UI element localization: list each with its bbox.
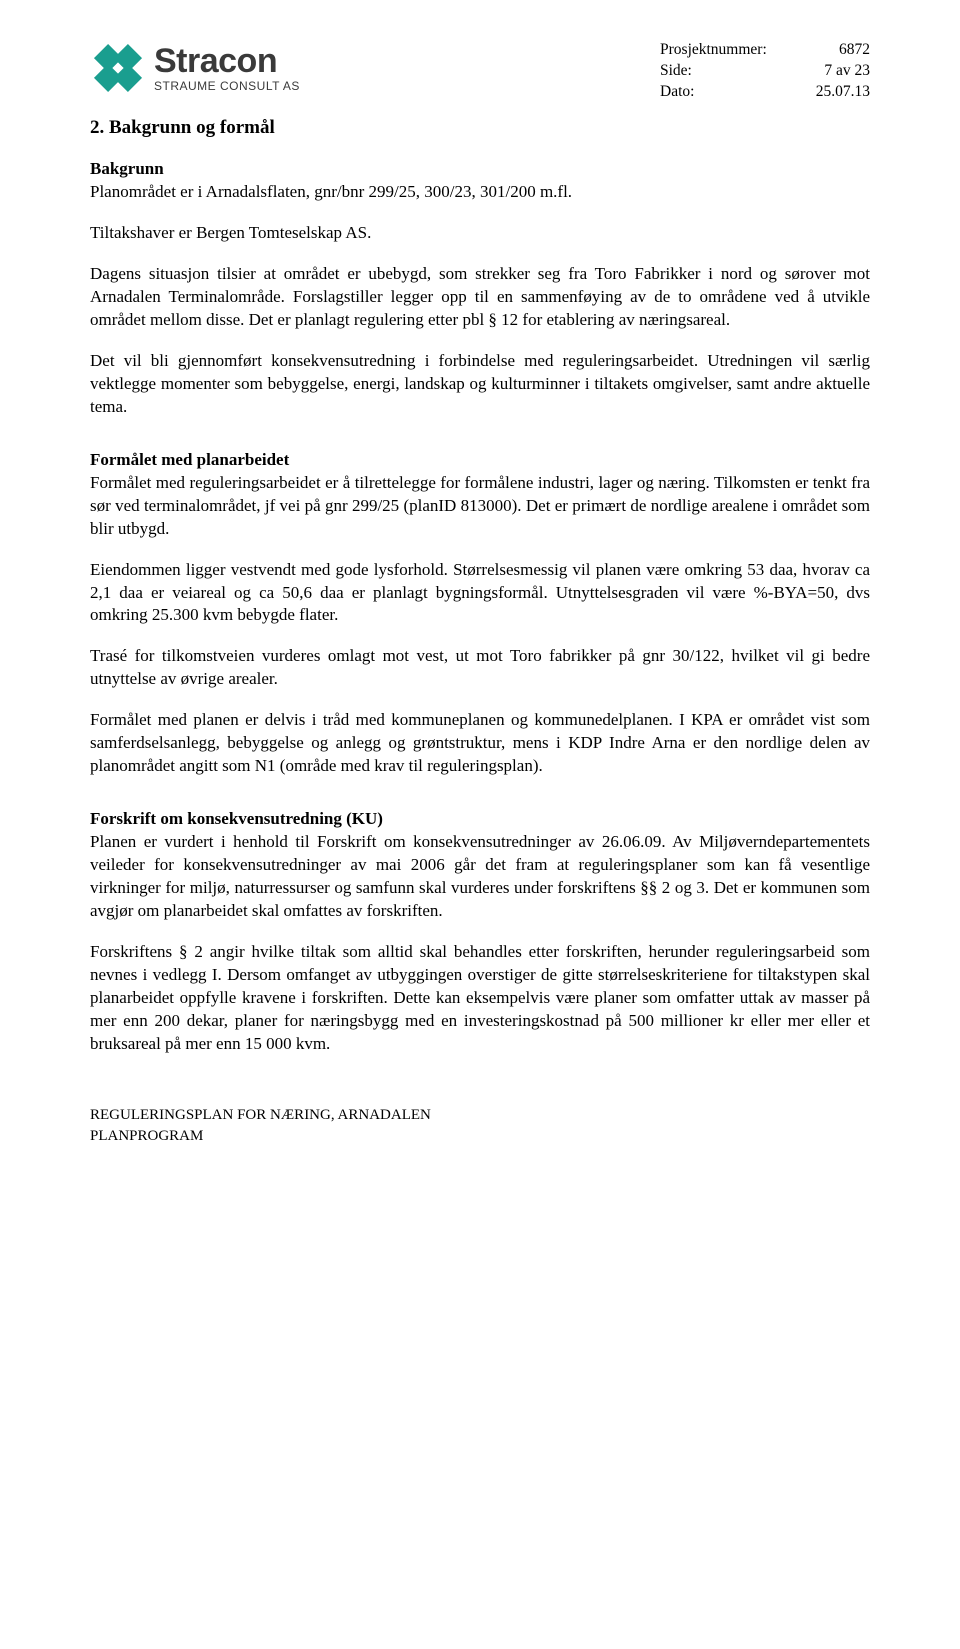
- bakgrunn-p2: Tiltakshaver er Bergen Tomteselskap AS.: [90, 222, 870, 245]
- section-title: 2. Bakgrunn og formål: [90, 115, 870, 141]
- formalet-p1: Formålet med reguleringsarbeidet er å ti…: [90, 472, 870, 541]
- meta-value: 7 av 23: [790, 61, 870, 82]
- meta-label: Dato:: [660, 82, 790, 103]
- forskrift-heading: Forskrift om konsekvensutredning (KU): [90, 809, 383, 828]
- formalet-heading: Formålet med planarbeidet: [90, 450, 289, 469]
- formalet-p3: Trasé for tilkomstveien vurderes omlagt …: [90, 645, 870, 691]
- bakgrunn-block: Bakgrunn Planområdet er i Arnadalsflaten…: [90, 158, 870, 418]
- page-header: Stracon STRAUME CONSULT AS Prosjektnumme…: [90, 40, 870, 103]
- forskrift-p2: Forskriftens § 2 angir hvilke tiltak som…: [90, 941, 870, 1056]
- footer-line1: REGULERINGSPLAN FOR NÆRING, ARNADALEN: [90, 1105, 870, 1125]
- logo-icon: [90, 40, 146, 96]
- footer-line2: PLANPROGRAM: [90, 1126, 870, 1146]
- bakgrunn-heading: Bakgrunn: [90, 159, 164, 178]
- meta-label: Side:: [660, 61, 790, 82]
- document-meta: Prosjektnummer: 6872 Side: 7 av 23 Dato:…: [660, 40, 870, 103]
- meta-value: 6872: [790, 40, 870, 61]
- logo-sub: STRAUME CONSULT AS: [154, 80, 300, 92]
- formalet-p4: Formålet med planen er delvis i tråd med…: [90, 709, 870, 778]
- forskrift-p1: Planen er vurdert i henhold til Forskrif…: [90, 831, 870, 923]
- page-footer: REGULERINGSPLAN FOR NÆRING, ARNADALEN PL…: [90, 1105, 870, 1146]
- bakgrunn-p4: Det vil bli gjennomført konsekvensutredn…: [90, 350, 870, 419]
- meta-date: Dato: 25.07.13: [660, 82, 870, 103]
- meta-project: Prosjektnummer: 6872: [660, 40, 870, 61]
- formalet-p2: Eiendommen ligger vestvendt med gode lys…: [90, 559, 870, 628]
- bakgrunn-p3: Dagens situasjon tilsier at området er u…: [90, 263, 870, 332]
- logo-text: Stracon STRAUME CONSULT AS: [154, 44, 300, 92]
- meta-side: Side: 7 av 23: [660, 61, 870, 82]
- logo-main: Stracon: [154, 44, 300, 78]
- forskrift-block: Forskrift om konsekvensutredning (KU) Pl…: [90, 808, 870, 1055]
- meta-value: 25.07.13: [790, 82, 870, 103]
- logo-block: Stracon STRAUME CONSULT AS: [90, 40, 300, 96]
- meta-label: Prosjektnummer:: [660, 40, 790, 61]
- formalet-block: Formålet med planarbeidet Formålet med r…: [90, 449, 870, 778]
- bakgrunn-p1: Planområdet er i Arnadalsflaten, gnr/bnr…: [90, 181, 870, 204]
